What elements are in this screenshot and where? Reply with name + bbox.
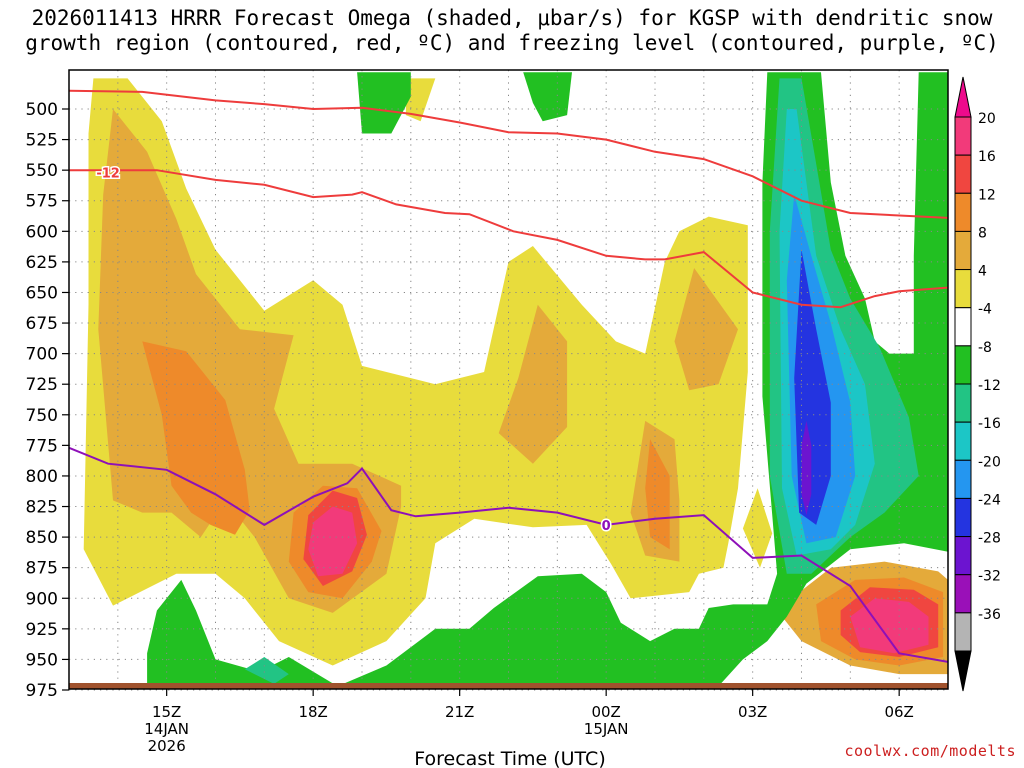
x-tick-year-label: 2026: [148, 737, 186, 755]
x-tick-label: 03Z: [738, 703, 767, 721]
colorbar-bin--8-to--4: [954, 345, 972, 385]
colorbar-bin-12-to-16: [954, 154, 972, 194]
omega-region-8-to-12: [142, 341, 250, 535]
y-tick-label: 525: [26, 131, 58, 151]
colorbar-bin--12-to--8: [954, 383, 972, 423]
colorbar-bin--24-to--20: [954, 497, 972, 538]
colorbar: 20 16 12 8 4 -4 -8 -12 -16 -20 -24 -28 -32 -36: [954, 76, 1001, 692]
chart-title: 2026011413 HRRR Forecast Omega (shaded, …: [0, 6, 1024, 56]
y-tick-label: 575: [26, 192, 58, 212]
y-tick-label: 975: [26, 681, 58, 701]
x-tick-date-label: 14JAN: [144, 720, 189, 738]
colorbar-bin--20-to--16: [954, 459, 972, 499]
omega-region-0-to-4: [405, 78, 436, 122]
omega-region--8-to--4: [523, 72, 572, 122]
omega-region-16-to-20: [308, 506, 358, 577]
colorbar-bin--28-to--24: [954, 536, 972, 576]
terrain-strip: [69, 683, 948, 689]
omega-region--28-to--24: [801, 420, 812, 516]
omega-region-4-to-8: [674, 268, 738, 391]
freezing-level-label: 0: [602, 519, 611, 534]
y-tick-label: 925: [26, 620, 58, 640]
y-tick-label: 600: [26, 222, 58, 242]
omega-region-0-to-4: [742, 488, 773, 568]
colorbar-bin--16-to--12: [954, 421, 972, 461]
y-tick-label: 950: [26, 650, 58, 670]
y-tick-label: 775: [26, 436, 58, 456]
colorbar-label: -8: [978, 340, 992, 356]
plot-frame: [68, 69, 949, 690]
dgz-contour-upper: [69, 89, 948, 219]
x-tick-label: 15Z: [152, 703, 181, 721]
colorbar-label: -12: [978, 378, 1001, 394]
colorbar-bottom-arrow: [954, 650, 972, 692]
omega-region--8-to--4: [357, 72, 411, 134]
x-tick-label: 00Z: [591, 703, 620, 721]
x-tick-label: 21Z: [445, 703, 474, 721]
colorbar-bin-8-to-12: [954, 192, 972, 232]
colorbar-bin--32-to--28: [954, 574, 972, 614]
y-tick-label: 875: [26, 559, 58, 579]
omega-region-4-to-8: [498, 304, 568, 464]
y-tick-label: 700: [26, 345, 58, 365]
dgz-contour-lower: [69, 169, 948, 309]
colorbar-label: -16: [978, 416, 1001, 432]
freezing-level-contour: [69, 446, 948, 663]
axes: 500 525 550 575 600 625 650 675 700 725 750 775 800 8…: [26, 69, 949, 755]
y-tick-label: 625: [26, 253, 58, 273]
y-tick-label: 825: [26, 498, 58, 518]
y-tick-label: 675: [26, 314, 58, 334]
y-tick-label: 725: [26, 375, 58, 395]
ground-strip: [69, 683, 948, 689]
x-tick-label: 18Z: [298, 703, 327, 721]
dgz-contour-label: -12: [96, 167, 120, 182]
x-tick-date-label: 15JAN: [584, 720, 629, 738]
colorbar-label: -20: [978, 454, 1001, 470]
omega-region--12-to--8: [244, 657, 289, 684]
title-line-2: growth region (contoured, red, ºC) and f…: [25, 31, 999, 55]
y-tick-label: 800: [26, 467, 58, 487]
colorbar-label: 4: [978, 264, 987, 280]
y-tick-label: 500: [26, 100, 58, 120]
colorbar-bin-0-to-4: [954, 269, 972, 309]
colorbar-bin--36-to--32: [954, 612, 972, 652]
colorbar-label: 12: [978, 187, 996, 203]
colorbar-bin--4-to-0: [954, 307, 972, 347]
colorbar-bin-16-to-20: [954, 116, 972, 156]
y-tick-label: 900: [26, 589, 58, 609]
colorbar-label: 16: [978, 149, 996, 165]
y-tick-label: 550: [26, 161, 58, 181]
x-tick-label: 06Z: [884, 703, 913, 721]
colorbar-top-arrow: [954, 76, 972, 118]
colorbar-label: 8: [978, 225, 987, 241]
colorbar-label: -28: [978, 531, 1001, 547]
colorbar-label: -24: [978, 492, 1001, 508]
omega-region-8-to-12: [645, 439, 670, 550]
omega-shading: [83, 72, 948, 689]
title-line-1: 2026011413 HRRR Forecast Omega (shaded, …: [31, 6, 993, 30]
y-tick-label: 850: [26, 528, 58, 548]
colorbar-label: -4: [978, 302, 992, 318]
colorbar-label: -32: [978, 569, 1001, 585]
contours: -12 0: [69, 89, 948, 663]
credit-link[interactable]: coolwx.com/modelts: [844, 742, 1016, 760]
colorbar-label: -36: [978, 607, 1001, 623]
y-tick-label: 750: [26, 406, 58, 426]
colorbar-label: 20: [978, 111, 996, 127]
grid: [69, 70, 948, 691]
y-tick-label: 650: [26, 283, 58, 303]
x-axis-label: Forecast Time (UTC): [414, 748, 605, 768]
colorbar-bin-4-to-8: [954, 230, 972, 271]
